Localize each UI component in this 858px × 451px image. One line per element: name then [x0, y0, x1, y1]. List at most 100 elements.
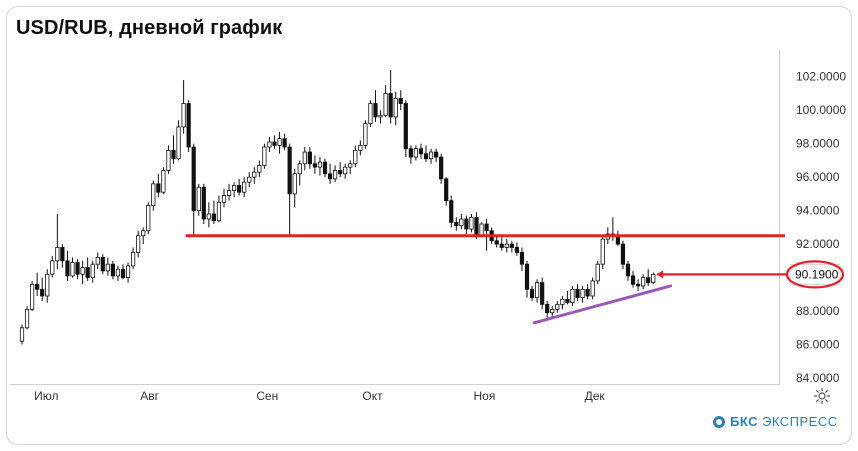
candle — [368, 100, 373, 127]
candle-body — [620, 243, 626, 265]
candle — [206, 202, 211, 228]
candle — [307, 147, 312, 169]
y-tick-label: 84.0000 — [796, 371, 840, 385]
candle — [302, 147, 307, 171]
candle-body — [19, 327, 25, 342]
candle-body — [221, 195, 227, 203]
candle-body — [459, 218, 464, 227]
candle — [535, 279, 540, 303]
candle-body — [272, 141, 277, 146]
candle — [146, 202, 151, 235]
candle — [388, 70, 393, 124]
y-tick-label: 96.0000 — [796, 170, 840, 184]
candle — [257, 160, 262, 178]
candle-body — [641, 277, 646, 287]
candle — [418, 143, 424, 159]
candle — [90, 260, 95, 283]
candle — [100, 254, 105, 275]
candle — [312, 155, 318, 174]
candle-body — [40, 288, 45, 297]
candle — [358, 140, 363, 156]
candle-body — [120, 268, 126, 278]
candle-body — [136, 235, 141, 253]
candle-body — [45, 273, 50, 297]
candle-body — [307, 151, 312, 165]
candle — [620, 240, 626, 270]
candle — [156, 173, 161, 198]
candle — [161, 167, 166, 194]
candle — [338, 162, 343, 178]
candle-body — [75, 262, 80, 275]
candle-body — [146, 205, 151, 232]
candle — [317, 157, 323, 176]
candle — [636, 279, 641, 291]
candle — [423, 145, 429, 163]
candle-body — [70, 262, 75, 277]
candle-body — [35, 283, 40, 290]
y-tick-label: 94.0000 — [796, 204, 840, 218]
candle — [186, 100, 191, 153]
candle-body — [130, 252, 136, 267]
candle-body — [338, 170, 343, 175]
candle-body — [590, 280, 595, 297]
candles-group — [19, 70, 656, 345]
candle-body — [413, 148, 419, 158]
candle — [125, 262, 131, 283]
candle — [176, 120, 181, 161]
candle-body — [105, 263, 110, 272]
y-tick-label: 88.0000 — [796, 304, 840, 318]
candle — [247, 172, 252, 188]
candle-body — [646, 277, 651, 284]
candle — [332, 165, 338, 183]
candle-body — [332, 170, 338, 180]
candle-body — [358, 144, 363, 151]
candle-body — [176, 126, 181, 160]
candle — [115, 265, 121, 281]
candle-body — [383, 93, 388, 116]
candle — [494, 235, 499, 248]
candle-body — [125, 265, 131, 278]
candle-body — [484, 223, 489, 232]
candle — [550, 306, 555, 318]
candle — [343, 163, 348, 179]
candle — [65, 250, 70, 281]
gear-icon[interactable] — [813, 387, 831, 405]
candle-body — [474, 216, 479, 237]
price-label: 90.1900 — [795, 267, 839, 281]
candle-body — [191, 146, 196, 212]
candle — [646, 269, 651, 286]
candle-body — [408, 148, 413, 158]
candle — [136, 230, 141, 258]
candle-body — [535, 282, 540, 299]
candle-body — [454, 221, 459, 227]
candle-body — [156, 183, 161, 193]
candle — [610, 217, 615, 241]
candle — [403, 100, 408, 158]
candle-body — [151, 183, 156, 207]
candle — [242, 177, 247, 198]
candle-body — [449, 200, 454, 223]
candle — [545, 301, 550, 318]
candle-body — [373, 103, 378, 118]
candle — [85, 257, 90, 281]
candle-body — [252, 171, 257, 178]
candle — [449, 195, 454, 228]
candle-body — [282, 138, 287, 148]
candle — [641, 274, 646, 290]
candle — [80, 260, 85, 285]
candle-body — [24, 308, 30, 329]
candle — [151, 180, 156, 211]
candle — [514, 242, 520, 256]
candle-body — [247, 176, 252, 183]
x-tick-label: Июл — [34, 389, 58, 403]
candle-body — [595, 263, 600, 282]
candle — [216, 195, 222, 223]
candle — [565, 290, 570, 305]
candle — [50, 255, 55, 278]
trend-line — [532, 284, 673, 325]
candle-body — [242, 181, 247, 193]
candle — [464, 215, 469, 235]
candle-body — [257, 165, 262, 173]
candle — [70, 257, 75, 278]
candle-body — [302, 151, 307, 165]
